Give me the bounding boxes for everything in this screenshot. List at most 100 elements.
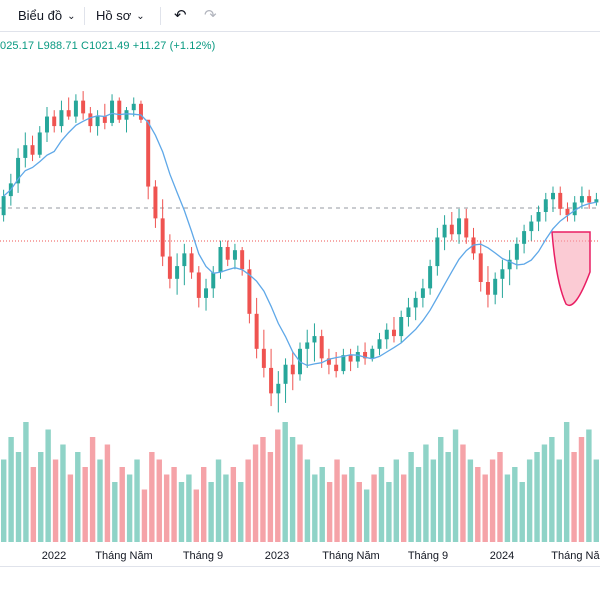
candle-body: [485, 282, 490, 295]
candle-body: [30, 145, 35, 155]
candle-body: [182, 253, 187, 267]
undo-icon: ↶: [174, 7, 187, 24]
ohlc-change-pct: (+1.12%): [169, 40, 216, 52]
volume-bar: [571, 452, 577, 542]
candle-body: [131, 103, 136, 111]
candle-body: [254, 313, 259, 349]
volume-bar: [578, 437, 585, 542]
candle-body: [269, 367, 274, 394]
candle-body: [211, 272, 216, 289]
volume-bar: [452, 429, 459, 542]
profile-menu-button[interactable]: Hồ sơ ⌄: [96, 6, 145, 26]
candle-body: [493, 278, 498, 295]
volume-bar: [467, 459, 474, 542]
candle-body: [551, 192, 555, 200]
candle-body: [413, 297, 418, 308]
candle-body: [52, 116, 57, 127]
redo-button[interactable]: ↷: [204, 6, 217, 26]
candle-body: [326, 358, 331, 365]
volume-bar: [119, 467, 125, 542]
volume-bar: [386, 482, 392, 542]
volume-bar: [519, 482, 525, 542]
volume-bar: [423, 444, 429, 542]
price-chart[interactable]: 2022 Tháng Năm Tháng 9 2023 Tháng Năm Tháng 9…: [0, 32, 600, 568]
candle-body: [391, 329, 396, 337]
pattern-highlight: [551, 231, 591, 306]
candle-body: [261, 348, 266, 368]
candle-body: [478, 253, 483, 282]
ohlc-low: L988.71: [37, 40, 78, 52]
candle-body: [572, 202, 577, 216]
ohlc-change: +11.27: [132, 40, 167, 52]
x-tick-label: Tháng 9: [408, 550, 448, 562]
volume-bar: [586, 429, 592, 542]
candle-body: [500, 269, 505, 279]
candle-body: [124, 110, 129, 120]
candle-body: [45, 116, 49, 133]
volume-bar: [445, 452, 451, 542]
undo-button[interactable]: ↶: [174, 6, 187, 26]
candle-body: [579, 196, 584, 203]
axis-divider: [0, 566, 600, 567]
candle-body: [240, 250, 245, 270]
volume-bar: [408, 452, 414, 542]
candle-body: [406, 307, 411, 317]
candle-body: [189, 253, 194, 273]
candle-body: [146, 119, 151, 187]
volume-bar: [349, 467, 355, 542]
candle-body: [218, 247, 223, 273]
candle-body: [1, 196, 6, 216]
candle-body: [110, 100, 115, 123]
candle-body: [442, 224, 447, 238]
volume-bar: [312, 474, 318, 542]
candle-body: [283, 364, 288, 384]
candle-body: [370, 348, 375, 359]
chevron-down-icon: ⌄: [67, 11, 76, 22]
volume-bar: [201, 467, 207, 542]
x-tick-label: Tháng 9: [183, 550, 223, 562]
volume-bar: [1, 459, 7, 542]
candle-body: [334, 364, 339, 372]
volume-bar: [112, 482, 118, 542]
candle-body: [420, 288, 425, 298]
volume-bar: [289, 437, 296, 542]
volume-bar: [319, 467, 325, 542]
ohlc-open: 025.17: [0, 40, 35, 52]
chart-menu-button[interactable]: Biểu đồ ⌄: [18, 6, 75, 26]
candle-body: [138, 103, 143, 120]
candle-body: [81, 100, 86, 114]
volume-bar: [363, 489, 370, 542]
candle-body: [514, 243, 519, 260]
volume-bar: [23, 422, 29, 542]
candle-body: [73, 100, 78, 117]
volume-bar: [526, 459, 533, 542]
volume-bar: [186, 474, 192, 542]
candle-body: [160, 218, 165, 257]
candle-body: [319, 336, 324, 359]
volume-bar: [378, 467, 385, 542]
candle-body: [59, 110, 64, 127]
volume-bar: [15, 452, 22, 542]
volume-bar: [252, 444, 259, 542]
volume-bar: [334, 459, 340, 542]
volume-bar: [415, 467, 422, 542]
candle-body: [341, 355, 346, 372]
volume-bar: [512, 467, 518, 542]
chevron-down-icon: ⌄: [136, 11, 145, 22]
candle-body: [247, 269, 252, 314]
volume-bar: [475, 467, 481, 542]
candle-body: [175, 266, 180, 279]
ohlc-readout: 025.17 L988.71 C1021.49 +11.27 (+1.12%): [0, 40, 215, 52]
volume-bar: [38, 452, 44, 542]
volume-bar: [238, 482, 244, 542]
volume-bar: [97, 459, 103, 542]
top-toolbar: Biểu đồ ⌄ Hồ sơ ⌄ ↶ ↷: [0, 0, 600, 32]
volume-bar: [401, 474, 407, 542]
volume-bar: [504, 474, 511, 542]
candle-body: [16, 157, 21, 184]
candle-body: [204, 288, 209, 298]
x-tick-label: Tháng Năm: [322, 550, 379, 562]
volume-bar: [149, 452, 155, 542]
candle-body: [225, 247, 230, 260]
volume-bar: [30, 467, 37, 542]
